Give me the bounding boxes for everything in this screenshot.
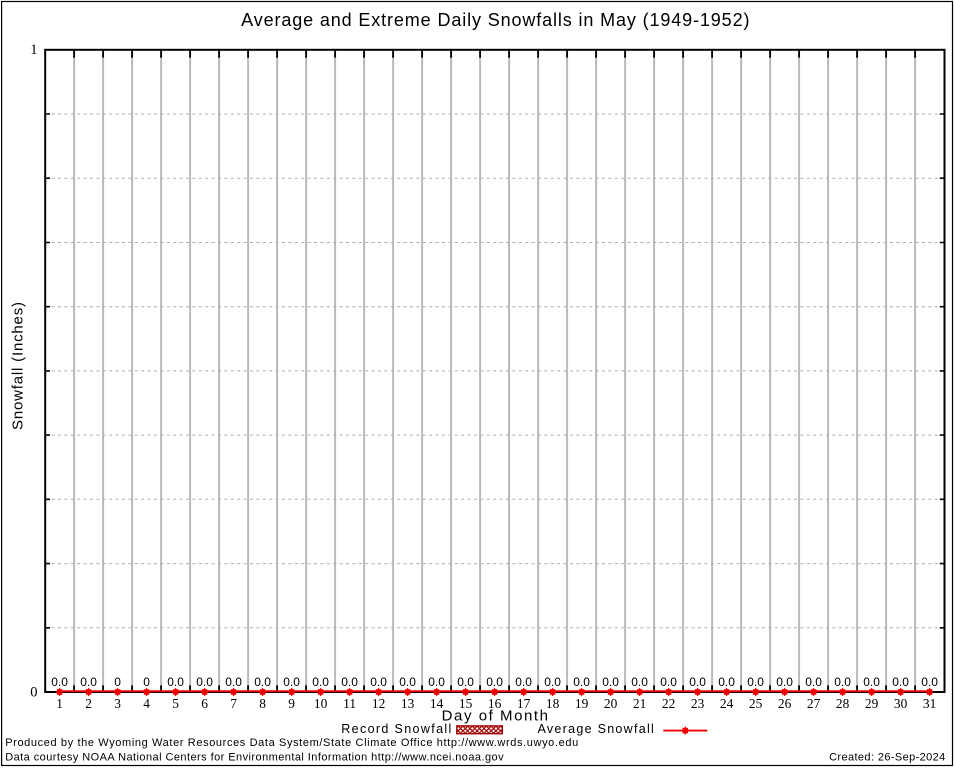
svg-text:13: 13: [401, 696, 415, 711]
svg-text:28: 28: [836, 696, 850, 711]
svg-text:18: 18: [546, 696, 560, 711]
svg-text:0.0: 0.0: [80, 675, 97, 689]
svg-text:24: 24: [720, 696, 734, 711]
svg-text:20: 20: [604, 696, 618, 711]
svg-text:0.0: 0.0: [660, 675, 677, 689]
svg-text:14: 14: [430, 696, 444, 711]
svg-text:12: 12: [372, 696, 385, 711]
svg-text:6: 6: [201, 696, 208, 711]
svg-text:0.0: 0.0: [399, 675, 416, 689]
svg-text:0.0: 0.0: [225, 675, 242, 689]
svg-text:0.0: 0.0: [515, 675, 532, 689]
svg-text:8: 8: [259, 696, 266, 711]
svg-text:0.0: 0.0: [921, 675, 938, 689]
svg-text:Record Snowfall: Record Snowfall: [341, 722, 451, 736]
svg-text:0.0: 0.0: [196, 675, 213, 689]
svg-text:0.0: 0.0: [254, 675, 271, 689]
svg-text:Average and Extreme Daily Snow: Average and Extreme Daily Snowfalls in M…: [241, 10, 749, 30]
svg-text:19: 19: [575, 696, 589, 711]
svg-text:26: 26: [778, 696, 792, 711]
svg-text:22: 22: [662, 696, 675, 711]
svg-text:1: 1: [56, 696, 63, 711]
svg-text:Average Snowfall: Average Snowfall: [538, 722, 654, 736]
svg-text:1: 1: [30, 42, 37, 58]
svg-text:29: 29: [865, 696, 879, 711]
svg-text:0.0: 0.0: [718, 675, 735, 689]
svg-text:0.0: 0.0: [776, 675, 793, 689]
svg-text:Created: 26-Sep-2024: Created: 26-Sep-2024: [829, 752, 945, 764]
svg-text:3: 3: [114, 696, 121, 711]
svg-text:2: 2: [85, 696, 92, 711]
svg-text:0.0: 0.0: [747, 675, 764, 689]
svg-text:15: 15: [459, 696, 473, 711]
svg-text:4: 4: [143, 696, 150, 711]
svg-text:0.0: 0.0: [689, 675, 706, 689]
svg-text:Snowfall (Inches): Snowfall (Inches): [9, 302, 26, 430]
svg-text:25: 25: [749, 696, 763, 711]
svg-text:0.0: 0.0: [544, 675, 561, 689]
svg-text:5: 5: [172, 696, 179, 711]
svg-text:9: 9: [288, 696, 295, 711]
svg-text:10: 10: [314, 696, 328, 711]
svg-text:0.0: 0.0: [805, 675, 822, 689]
svg-text:0.0: 0.0: [341, 675, 358, 689]
svg-text:0.0: 0.0: [312, 675, 329, 689]
svg-text:0.0: 0.0: [863, 675, 880, 689]
svg-text:0.0: 0.0: [834, 675, 851, 689]
svg-text:0.0: 0.0: [370, 675, 387, 689]
svg-text:Produced by the Wyoming Water: Produced by the Wyoming Water Resources …: [5, 737, 578, 749]
svg-text:16: 16: [488, 696, 502, 711]
svg-text:0.0: 0.0: [631, 675, 648, 689]
svg-text:21: 21: [633, 696, 646, 711]
svg-text:0.0: 0.0: [167, 675, 184, 689]
svg-text:0.0: 0.0: [428, 675, 445, 689]
svg-text:0.0: 0.0: [892, 675, 909, 689]
svg-text:0.0: 0.0: [283, 675, 300, 689]
svg-text:Day of Month: Day of Month: [442, 707, 548, 724]
svg-text:23: 23: [691, 696, 705, 711]
svg-text:17: 17: [517, 696, 531, 711]
svg-text:31: 31: [923, 696, 936, 711]
svg-text:11: 11: [343, 696, 356, 711]
svg-text:30: 30: [894, 696, 908, 711]
svg-text:0: 0: [30, 684, 37, 700]
svg-text:7: 7: [230, 696, 237, 711]
svg-text:0.0: 0.0: [573, 675, 590, 689]
svg-text:0.0: 0.0: [51, 675, 68, 689]
svg-text:27: 27: [807, 696, 821, 711]
svg-text:0: 0: [114, 675, 121, 689]
svg-text:0: 0: [143, 675, 150, 689]
svg-text:0.0: 0.0: [602, 675, 619, 689]
svg-text:0.0: 0.0: [486, 675, 503, 689]
svg-text:Data courtesy NOAA National Ce: Data courtesy NOAA National Centers for …: [5, 752, 504, 764]
svg-text:0.0: 0.0: [457, 675, 474, 689]
